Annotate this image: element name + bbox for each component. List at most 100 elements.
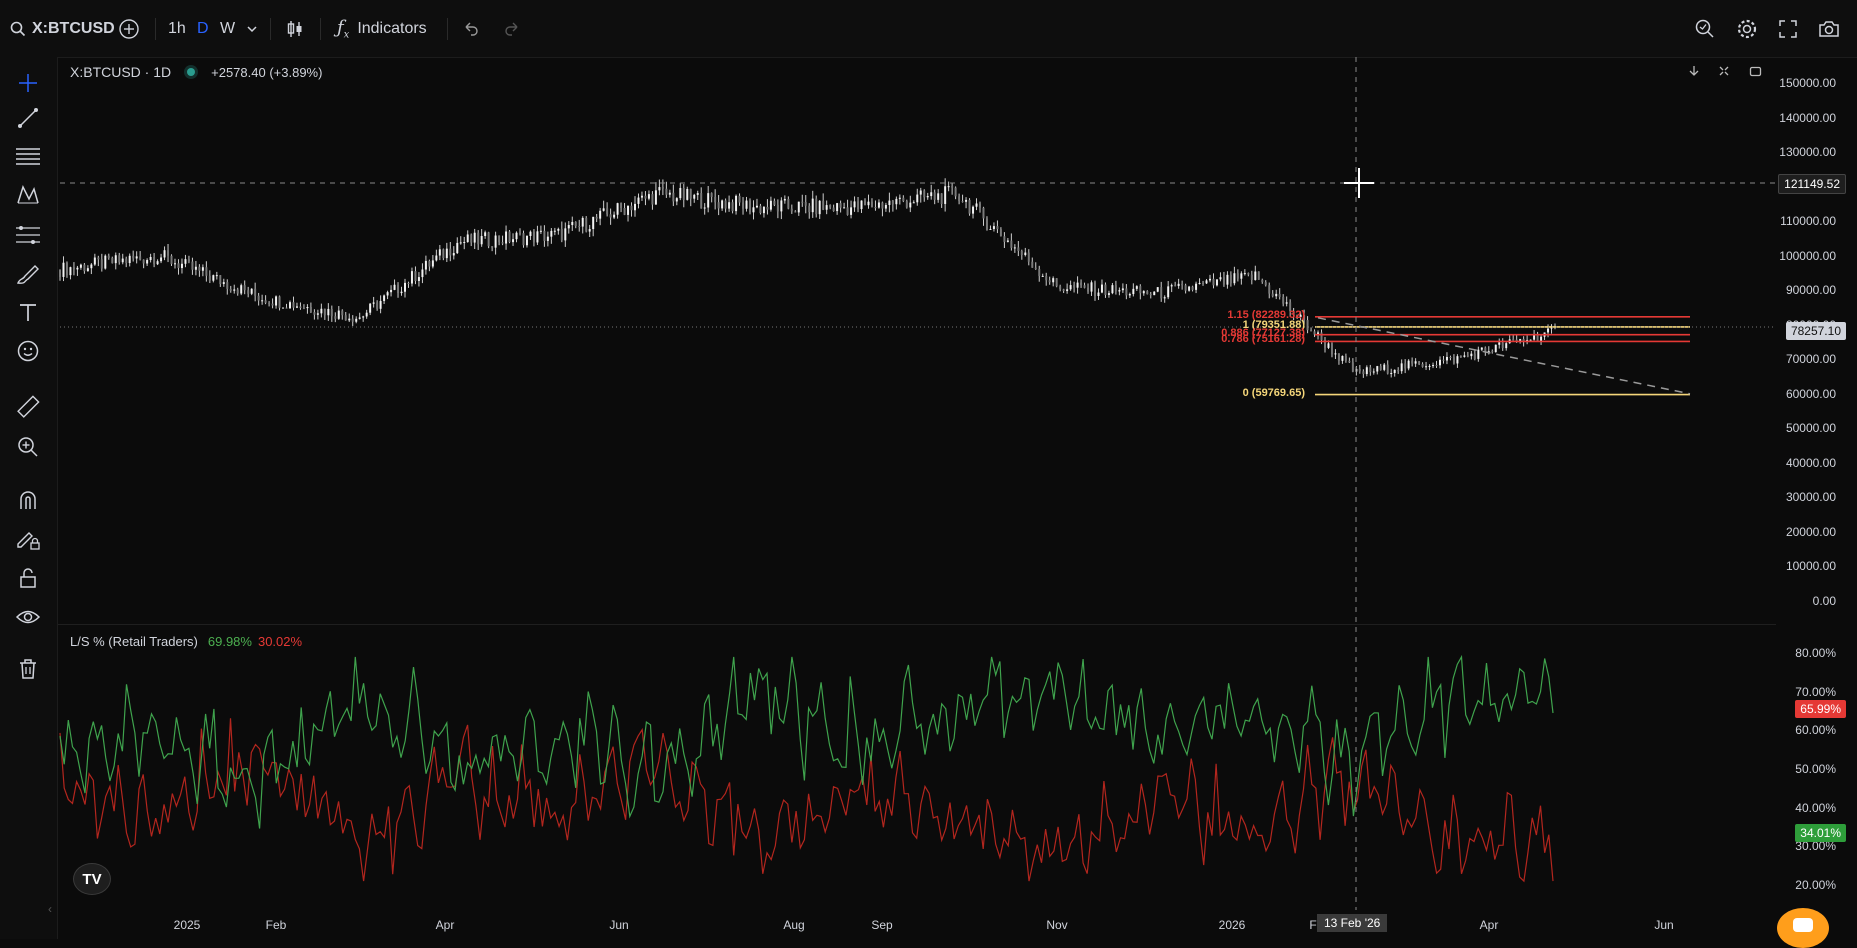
symbol-search[interactable]: X:BTCUSD xyxy=(10,16,115,42)
tool-zoom-in[interactable] xyxy=(12,432,44,462)
candle-body xyxy=(1111,285,1114,294)
candle-body xyxy=(902,197,905,202)
divider xyxy=(320,18,321,40)
tool-lock[interactable] xyxy=(12,563,44,593)
candle-body xyxy=(696,193,699,195)
tradingview-logo[interactable]: TV xyxy=(73,863,111,895)
indicators-button[interactable]: ƒx Indicators xyxy=(337,16,427,42)
candle-body xyxy=(731,202,734,212)
candle-body xyxy=(602,208,605,211)
candle-body xyxy=(456,242,459,254)
candle-body xyxy=(170,255,173,264)
collapse-toolbar-icon[interactable]: ‹ xyxy=(48,902,52,916)
candle-body xyxy=(738,195,741,203)
candle-body xyxy=(539,230,542,232)
candle-body xyxy=(877,202,880,208)
tool-fib[interactable] xyxy=(12,220,44,250)
candle-body xyxy=(449,248,452,256)
candle-body xyxy=(376,302,379,309)
tool-text[interactable] xyxy=(12,297,44,327)
candle-body xyxy=(1376,366,1379,372)
candle-body xyxy=(1452,357,1455,364)
tool-visibility[interactable] xyxy=(12,602,44,632)
candle-body xyxy=(383,295,386,301)
candle-body xyxy=(815,198,818,215)
interval-d[interactable]: D xyxy=(197,16,209,42)
candle-body xyxy=(1135,286,1138,289)
candle-body xyxy=(811,198,814,213)
candle-body xyxy=(316,313,319,315)
candle-body xyxy=(114,255,117,264)
candle-body xyxy=(180,263,183,269)
quick-search-button[interactable] xyxy=(1694,16,1716,42)
candle-body xyxy=(132,255,135,259)
tool-ruler[interactable] xyxy=(12,392,44,422)
undo-button[interactable] xyxy=(462,16,480,42)
fullscreen-button[interactable] xyxy=(1778,16,1798,42)
price-axis-label: 100000.00 xyxy=(1779,248,1836,263)
candle-body xyxy=(1296,314,1299,318)
candle-body xyxy=(919,190,922,195)
tool-emoji[interactable] xyxy=(12,336,44,366)
tool-pattern[interactable] xyxy=(12,180,44,210)
interval-w[interactable]: W xyxy=(220,16,235,42)
function-icon: ƒx xyxy=(337,17,350,41)
candle-body xyxy=(72,267,75,270)
tool-brush[interactable] xyxy=(12,259,44,289)
time-axis-label: Aug xyxy=(783,918,805,932)
indicator-title[interactable]: L/S % (Retail Traders) xyxy=(70,634,198,649)
candle-body xyxy=(1107,293,1110,295)
tool-crosshair[interactable] xyxy=(12,68,44,98)
tool-remove[interactable] xyxy=(12,654,44,684)
candle-body xyxy=(965,199,968,202)
candle-body xyxy=(961,201,964,203)
symbol-title[interactable]: X:BTCUSD · 1D xyxy=(70,64,172,80)
tool-magnet[interactable] xyxy=(12,486,44,516)
candle-body xyxy=(1303,314,1306,321)
candle-body xyxy=(285,307,288,309)
chat-button[interactable] xyxy=(1777,908,1829,948)
gear-icon xyxy=(1737,19,1757,39)
short-value: 30.02% xyxy=(257,634,303,649)
interval-1h[interactable]: 1h xyxy=(168,16,186,42)
text-icon xyxy=(20,304,36,321)
tool-lock-drawing[interactable] xyxy=(12,524,44,554)
candle-body xyxy=(874,207,877,209)
pane-collapse-button[interactable] xyxy=(1713,60,1735,82)
tool-horizontal-lines[interactable] xyxy=(12,141,44,171)
candle-body xyxy=(613,214,616,218)
candle-body xyxy=(665,188,668,195)
candle-body xyxy=(1073,285,1076,288)
candle-body xyxy=(742,202,745,209)
candle-body xyxy=(65,262,68,276)
redo-button[interactable] xyxy=(503,16,521,42)
settings-button[interactable] xyxy=(1736,16,1758,42)
screenshot-button[interactable] xyxy=(1818,16,1840,42)
candle-body xyxy=(1515,339,1518,342)
candle-body xyxy=(654,190,657,205)
candle-body xyxy=(233,289,236,291)
pane-maximize-button[interactable] xyxy=(1744,60,1766,82)
candle-body xyxy=(435,255,438,261)
price-axis-label: 110000.00 xyxy=(1780,214,1836,229)
candle-body xyxy=(675,198,678,202)
chart-type-button[interactable] xyxy=(285,16,305,42)
tool-trend-line[interactable] xyxy=(12,103,44,133)
indicator-axis-label: 20.00% xyxy=(1795,878,1836,892)
candle-body xyxy=(1442,359,1445,361)
pane-move-down-button[interactable] xyxy=(1683,60,1705,82)
interval-dropdown[interactable] xyxy=(246,16,258,42)
pane-divider[interactable] xyxy=(58,624,1776,625)
candle-body xyxy=(1320,332,1323,340)
candle-body xyxy=(1456,356,1459,364)
price-axis-label: 20000.00 xyxy=(1785,524,1836,539)
candle-body xyxy=(985,218,988,230)
candle-body xyxy=(1310,330,1313,332)
add-symbol-button[interactable] xyxy=(118,16,140,42)
divider xyxy=(270,18,271,40)
price-axis-label: 30000.00 xyxy=(1785,490,1836,505)
candle-body xyxy=(623,207,626,215)
crosshair-cursor xyxy=(1344,168,1374,198)
candle-body xyxy=(215,275,218,277)
